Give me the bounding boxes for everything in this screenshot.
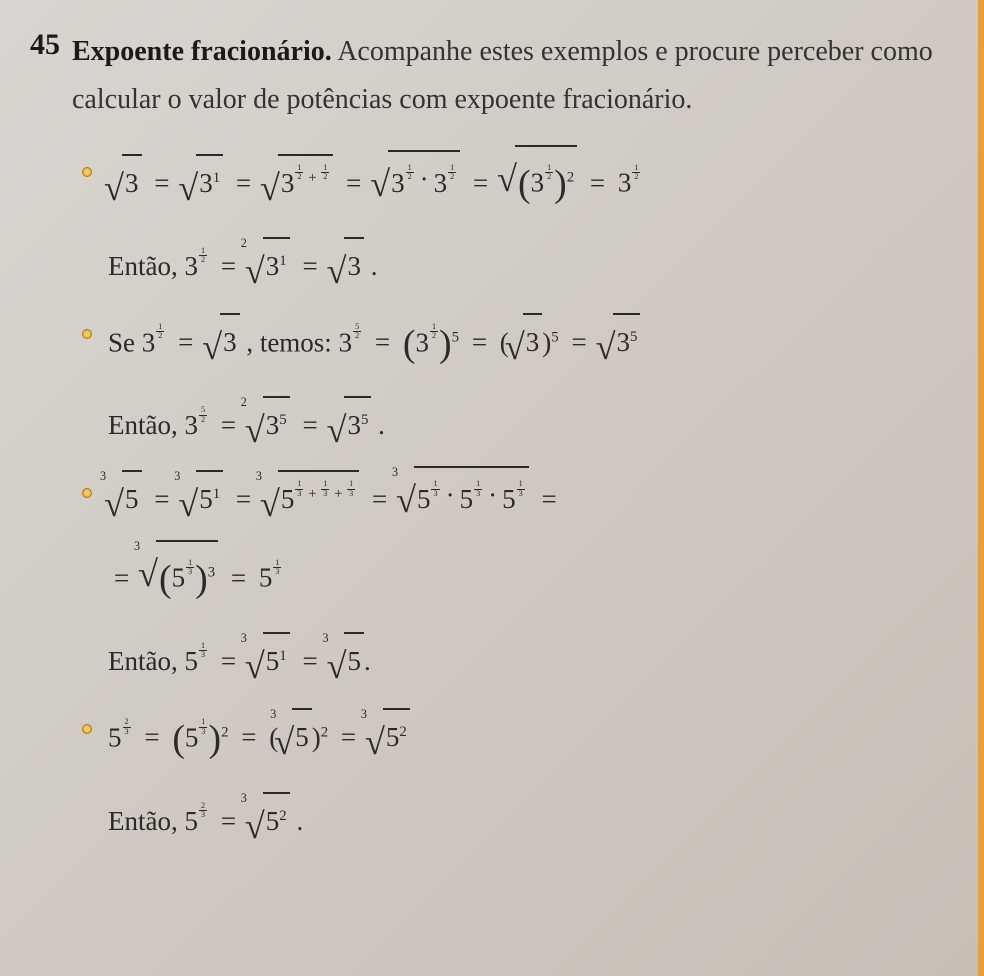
bullet-icon (82, 167, 92, 177)
page-right-border (978, 0, 984, 976)
bullet-list: 3 = 31 = 312 + 12 = 312·312 = (312)2 = 3… (30, 145, 948, 847)
list-item: 3 = 31 = 312 + 12 = 312·312 = (312)2 = 3… (82, 145, 948, 223)
math-expression: = 3(513)3 = 513 (108, 540, 282, 618)
intro-paragraph: Expoente fracionário. Acompanhe estes ex… (72, 28, 948, 123)
list-item: = 3(513)3 = 513 (82, 540, 948, 618)
title-bold: Expoente fracionário. (72, 36, 332, 67)
bullet-icon (82, 488, 92, 498)
bullet-icon (82, 724, 92, 734)
list-item: Então, 352 = 235 = 35 . (82, 396, 948, 452)
math-expression: Então, 312 = 231 = 3 . (108, 237, 377, 293)
list-item: 35 = 351 = 3513 + 13 + 13 = 3513·513·513… (82, 466, 948, 526)
list-item: Então, 513 = 351 = 35. (82, 632, 948, 688)
math-expression: 523 = (513)2 = (35)2 = 352 (108, 702, 410, 778)
math-expression: Então, 352 = 235 = 35 . (108, 396, 385, 452)
math-expression: Então, 513 = 351 = 35. (108, 632, 371, 688)
list-item: Então, 312 = 231 = 3 . (82, 237, 948, 293)
bullet-icon (82, 329, 92, 339)
math-expression: Então, 523 = 352 . (108, 792, 303, 848)
problem-number: 45 (30, 28, 60, 62)
list-item: Então, 523 = 352 . (82, 792, 948, 848)
problem-header: 45 Expoente fracionário. Acompanhe estes… (30, 28, 948, 123)
math-expression: 35 = 351 = 3513 + 13 + 13 = 3513·513·513… (108, 466, 563, 526)
list-item: 523 = (513)2 = (35)2 = 352 (82, 702, 948, 778)
math-expression: 3 = 31 = 312 + 12 = 312·312 = (312)2 = 3… (108, 145, 641, 223)
list-item: Se 312 = 3 , temos: 352 = (312)5 = (3)5 … (82, 307, 948, 383)
math-expression: Se 312 = 3 , temos: 352 = (312)5 = (3)5 … (108, 307, 640, 383)
